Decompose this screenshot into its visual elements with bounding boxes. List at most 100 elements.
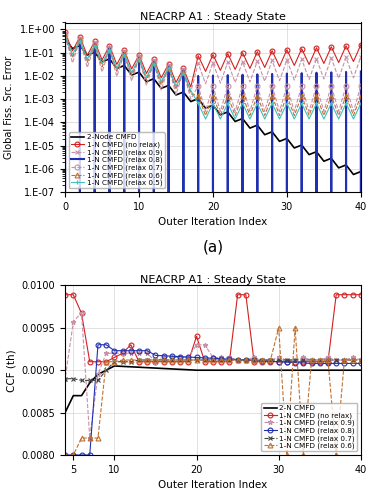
1-N CMFD (no relax)	[174, 80, 178, 86]
Title: NEACRP A1 : Steady State: NEACRP A1 : Steady State	[140, 274, 286, 284]
1-N CMFD (no relax)	[351, 58, 356, 64]
Line: 1-N CMFD (relax 0.7): 1-N CMFD (relax 0.7)	[30, 358, 363, 383]
2-N CMFD	[252, 367, 256, 373]
1-N CMFD (relax 0.7)	[100, 69, 104, 75]
1-N CMFD (no relax)	[186, 358, 190, 364]
1-N CMFD (relax 0.8)	[225, 72, 230, 78]
1-N CMFD (no relax)	[292, 62, 296, 68]
1-N CMFD (relax 0.6)	[344, 93, 348, 99]
1-N CMFD (no relax)	[235, 292, 240, 298]
1-N CMFD (no relax)	[322, 60, 326, 66]
1-N CMFD (relax 0.6)	[104, 358, 108, 364]
2-Node CMFD	[189, 98, 193, 104]
1-N CMFD (relax 0.7)	[285, 357, 289, 363]
Y-axis label: CCF (th): CCF (th)	[6, 349, 16, 392]
2-N CMFD	[153, 365, 158, 371]
1-N CMFD (no relax)	[276, 358, 281, 364]
2-N CMFD	[46, 410, 51, 416]
1-N CMFD (relax 0.7)	[46, 376, 51, 382]
1-N CMFD (relax 0.6)	[159, 82, 163, 88]
1-N CMFD (relax 0.9)	[248, 79, 252, 85]
1-N CMFD (relax 0.9)	[344, 54, 348, 60]
1-N CMFD (relax 0.7)	[189, 96, 193, 102]
1-N CMFD (no relax)	[334, 292, 339, 298]
1-N CMFD (relax 0.9)	[30, 376, 35, 382]
1-N CMFD (relax 0.8)	[137, 54, 141, 60]
1-N CMFD (relax 0.9)	[270, 58, 275, 64]
1-N CMFD (no relax)	[203, 68, 208, 74]
1-N CMFD (relax 0.8)	[310, 360, 314, 366]
1-N CMFD (relax 0.7)	[170, 357, 174, 363]
1-N CMFD (no relax)	[92, 38, 97, 44]
1-N CMFD (relax 0.8)	[166, 63, 171, 69]
1-N CMFD (relax 0.6)	[30, 376, 35, 382]
2-Node CMFD	[196, 96, 201, 102]
2-Node CMFD	[100, 59, 104, 65]
1-N CMFD (relax 0.8)	[152, 58, 156, 64]
1-N CMFD (relax 0.9)	[161, 354, 166, 360]
1-N CMFD (relax 0.7)	[144, 82, 149, 88]
1-N CMFD (relax 0.9)	[329, 55, 333, 61]
2-N CMFD	[170, 366, 174, 372]
1-N CMFD (relax 0.6)	[55, 376, 59, 382]
1-N CMFD (relax 0.6)	[310, 357, 314, 363]
1-N CMFD (relax 0.6)	[292, 112, 296, 118]
1-N CMFD (relax 0.8)	[285, 359, 289, 365]
1-N CMFD (relax 0.5)	[70, 52, 75, 58]
1-N CMFD (relax 0.9)	[203, 80, 208, 86]
1-N CMFD (relax 0.6)	[235, 357, 240, 363]
1-N CMFD (relax 0.8)	[63, 32, 67, 38]
1-N CMFD (no relax)	[359, 292, 363, 298]
1-N CMFD (relax 0.9)	[70, 53, 75, 59]
1-N CMFD (no relax)	[170, 358, 174, 364]
2-N CMFD	[285, 367, 289, 373]
1-N CMFD (relax 0.9)	[186, 354, 190, 360]
1-N CMFD (no relax)	[107, 43, 112, 49]
1-N CMFD (no relax)	[137, 358, 141, 364]
1-N CMFD (relax 0.5)	[351, 116, 356, 122]
1-N CMFD (relax 0.6)	[137, 357, 141, 363]
1-N CMFD (relax 0.9)	[318, 357, 322, 363]
1-N CMFD (no relax)	[55, 376, 59, 382]
2-N CMFD	[112, 363, 117, 369]
1-N CMFD (relax 0.6)	[314, 93, 319, 99]
1-N CMFD (relax 0.9)	[79, 310, 84, 316]
1-N CMFD (no relax)	[63, 30, 67, 36]
1-N CMFD (relax 0.5)	[203, 116, 208, 122]
1-N CMFD (relax 0.5)	[211, 100, 215, 106]
1-N CMFD (relax 0.9)	[218, 80, 222, 86]
2-N CMFD	[301, 367, 305, 373]
2-N CMFD	[318, 367, 322, 373]
2-N CMFD	[326, 367, 330, 373]
1-N CMFD (relax 0.9)	[219, 354, 224, 360]
Line: 2-N CMFD: 2-N CMFD	[32, 366, 361, 412]
1-N CMFD (relax 0.7)	[174, 92, 178, 98]
1-N CMFD (relax 0.8)	[145, 348, 150, 354]
1-N CMFD (relax 0.7)	[161, 357, 166, 363]
1-N CMFD (relax 0.5)	[240, 100, 245, 106]
2-Node CMFD	[115, 66, 119, 71]
1-N CMFD (relax 0.7)	[218, 108, 222, 114]
1-N CMFD (relax 0.8)	[240, 72, 245, 78]
1-N CMFD (no relax)	[38, 376, 43, 382]
1-N CMFD (relax 0.8)	[359, 68, 363, 74]
2-Node CMFD	[307, 152, 311, 158]
1-N CMFD (relax 0.9)	[152, 58, 156, 64]
1-N CMFD (relax 0.6)	[202, 357, 207, 363]
2-N CMFD	[244, 367, 248, 373]
1-N CMFD (relax 0.7)	[152, 60, 156, 66]
1-N CMFD (relax 0.6)	[92, 42, 97, 48]
2-N CMFD	[121, 364, 125, 370]
Line: 1-N CMFD (no relax): 1-N CMFD (no relax)	[62, 30, 363, 90]
1-N CMFD (relax 0.8)	[270, 71, 275, 77]
1-N CMFD (relax 0.9)	[63, 376, 67, 382]
1-N CMFD (relax 0.7)	[55, 376, 59, 382]
1-N CMFD (relax 0.6)	[299, 93, 304, 99]
1-N CMFD (relax 0.7)	[122, 50, 126, 56]
1-N CMFD (relax 0.6)	[144, 78, 149, 84]
Text: (a): (a)	[202, 240, 224, 254]
1-N CMFD (no relax)	[121, 350, 125, 356]
1-N CMFD (relax 0.6)	[100, 64, 104, 70]
2-N CMFD	[129, 364, 133, 370]
1-N CMFD (relax 0.5)	[285, 100, 289, 106]
